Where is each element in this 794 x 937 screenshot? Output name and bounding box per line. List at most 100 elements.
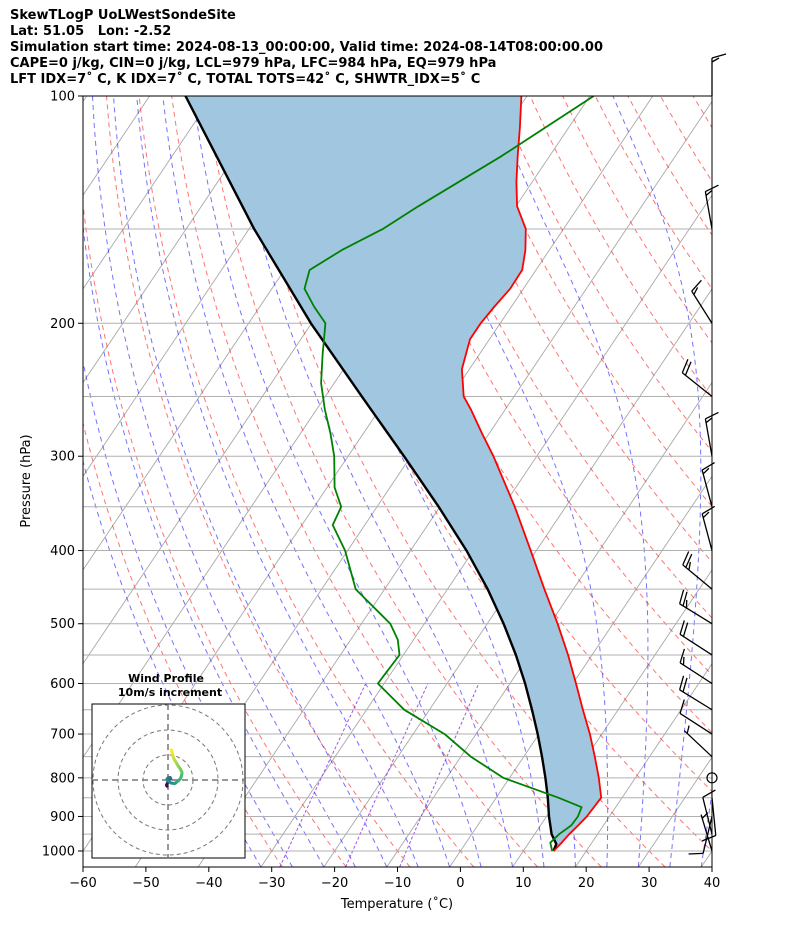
temperature-line — [461, 96, 603, 852]
dry-adiabat-line — [268, 96, 712, 852]
barb-feather — [682, 622, 689, 637]
cape-fill — [185, 96, 602, 851]
x-tick-label: −10 — [384, 876, 411, 891]
barb-feather — [701, 462, 715, 471]
barb-staff — [691, 290, 713, 324]
barb-staff — [704, 418, 713, 457]
x-tick-label: −60 — [69, 876, 96, 891]
wind-barb — [679, 620, 713, 656]
moist-adiabat-line — [700, 789, 712, 867]
isotherm-line — [260, 194, 712, 867]
barb-feather — [701, 505, 716, 515]
calm-circle — [706, 772, 718, 784]
mixing-ratio-line — [399, 683, 480, 867]
dry-adiabat-line — [594, 96, 712, 290]
wind-barb — [704, 184, 719, 230]
y-tick-label: 800 — [50, 771, 75, 786]
barb-staff — [679, 603, 713, 625]
barb-staff — [679, 662, 713, 685]
barb-feather — [686, 725, 690, 734]
y-tick-label: 200 — [50, 317, 75, 332]
chart-title: SkewTLogP UoLWestSondeSite — [10, 8, 236, 23]
barb-feather — [702, 467, 710, 475]
isotherm-line — [323, 288, 712, 867]
isotherm-line — [575, 662, 712, 867]
x-tick-label: 40 — [704, 876, 721, 891]
wind-barb — [704, 411, 719, 457]
y-tick-label: 900 — [50, 810, 75, 825]
inset-rings — [92, 704, 245, 858]
barb-feather — [702, 511, 710, 519]
moist-adiabat-line — [83, 222, 325, 867]
wind-barbs — [679, 53, 727, 855]
isotherm-line — [764, 96, 794, 867]
profile-lines — [184, 96, 603, 852]
y-tick-label: 100 — [50, 90, 75, 105]
barb-feather — [705, 411, 719, 420]
x-tick-label: 0 — [456, 876, 464, 891]
moist-adiabat-line — [228, 96, 514, 867]
barb-staff — [704, 191, 713, 230]
x-tick-label: −40 — [195, 876, 222, 891]
y-tick-label: 700 — [50, 728, 75, 743]
barb-feather — [688, 852, 704, 855]
moist-adiabat-line — [136, 96, 419, 867]
barb-feather — [702, 834, 717, 842]
mixing-ratio-lines — [279, 683, 480, 867]
barb-feather — [679, 620, 685, 635]
dry-adiabat-line — [758, 96, 794, 867]
x-tick-label: −20 — [321, 876, 348, 891]
inset-title: Wind Profile — [128, 672, 204, 685]
dry-adiabat-line — [726, 96, 794, 867]
moist-adiabat-line — [92, 96, 356, 867]
barb-feather — [681, 359, 689, 373]
barb-feather — [711, 53, 727, 59]
wind-barb — [691, 279, 713, 324]
y-axis-label: Pressure (hPa) — [19, 434, 34, 527]
dry-adiabat-line — [236, 96, 666, 867]
wind-barb — [679, 675, 713, 711]
wind-barb — [681, 359, 713, 397]
barb-feather — [679, 699, 685, 714]
wind-barb — [702, 797, 717, 842]
barb-staff — [679, 689, 713, 711]
parcel-line — [184, 96, 558, 852]
wind-barb — [679, 589, 713, 625]
y-tick-label: 500 — [50, 617, 75, 632]
y-tick-label: 300 — [50, 450, 75, 465]
time-line: Simulation start time: 2024-08-13_00:00:… — [10, 40, 603, 55]
barb-feather — [682, 677, 688, 693]
barb-staff — [711, 797, 717, 836]
dry-adiabat-line — [562, 96, 712, 344]
barb-feather — [679, 675, 685, 691]
x-tick-label: 10 — [515, 876, 532, 891]
x-tick-label: −50 — [132, 876, 159, 891]
barb-feather — [682, 591, 688, 607]
isotherm-line — [83, 96, 88, 103]
wind-barb — [683, 725, 713, 758]
wind-profile-inset: Wind Profile 10m/s increment — [91, 672, 246, 859]
wind-barb — [682, 551, 713, 590]
inset-subtitle: 10m/s increment — [118, 686, 222, 699]
y-axis: 100 200 300 400 500 600 700 800 900 1000 — [42, 90, 83, 860]
barb-feather — [705, 189, 713, 196]
barb-staff — [702, 797, 713, 835]
wind-barb — [711, 53, 727, 96]
barb-feather — [702, 789, 716, 798]
barb-feather — [691, 279, 702, 292]
x-tick-label: −30 — [258, 876, 285, 891]
x-axis-label: Temperature (˚C) — [340, 896, 453, 912]
barb-feather — [684, 361, 692, 376]
barb-feather — [688, 561, 691, 571]
y-tick-label: 1000 — [42, 845, 75, 860]
dry-adiabat-line — [659, 96, 712, 183]
y-tick-label: 400 — [50, 544, 75, 559]
isotherm-line — [700, 850, 712, 867]
barb-feather — [685, 553, 693, 568]
isotherm-line — [83, 96, 276, 384]
wind-barb — [679, 648, 713, 685]
wind-barb — [701, 462, 715, 507]
wind-barb — [679, 699, 713, 735]
barb-staff — [700, 814, 713, 852]
isotherm-line — [512, 569, 712, 867]
